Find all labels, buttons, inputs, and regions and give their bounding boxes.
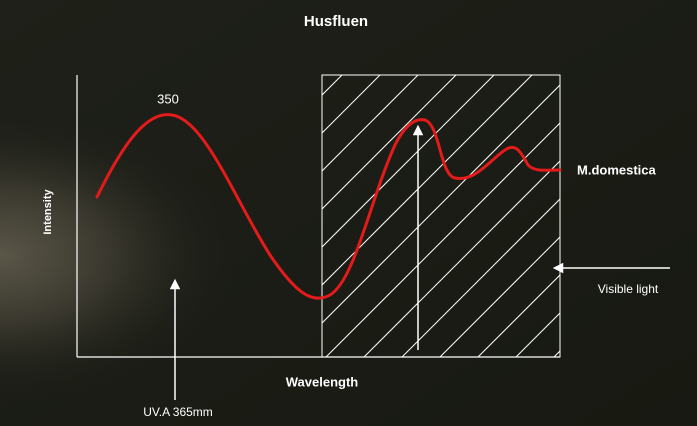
hatch-line bbox=[322, 84, 560, 324]
spectrum-curve bbox=[95, 113, 562, 300]
hatch-line bbox=[322, 75, 419, 172]
y-axis-label: Intensity bbox=[42, 189, 54, 235]
annotation: UV.A 365mm bbox=[143, 405, 213, 419]
title: Husfluen bbox=[304, 13, 368, 30]
hatch-line bbox=[439, 236, 560, 357]
hatch-line bbox=[322, 75, 533, 286]
hatch-line bbox=[477, 274, 560, 357]
hatch-line bbox=[363, 160, 560, 357]
series-label: M.domestica bbox=[577, 162, 657, 177]
hatch-line bbox=[401, 198, 560, 357]
annotation: Visible light bbox=[598, 282, 659, 296]
peak-label: 350 bbox=[157, 91, 179, 106]
hatch-line bbox=[322, 75, 381, 134]
x-axis-label: Wavelength bbox=[286, 374, 359, 389]
hatch-line bbox=[322, 75, 457, 210]
hatch bbox=[322, 75, 560, 357]
hatch-line bbox=[322, 75, 495, 248]
hatch-line bbox=[325, 122, 560, 357]
